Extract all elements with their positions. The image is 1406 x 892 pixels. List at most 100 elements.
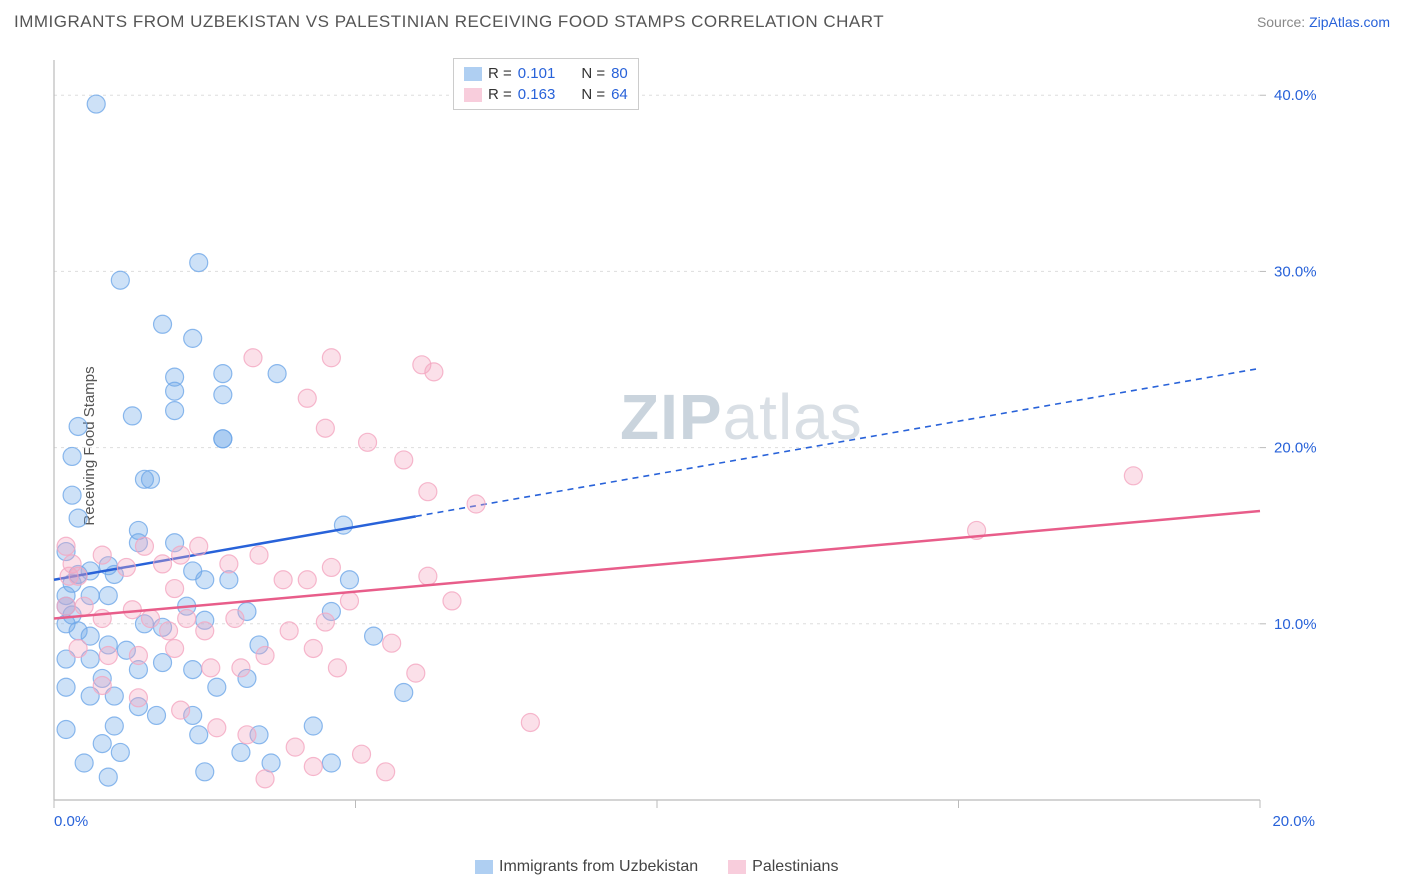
legend-swatch: [728, 860, 746, 874]
r-label: R =: [488, 65, 512, 82]
data-point: [99, 768, 117, 786]
data-point: [178, 610, 196, 628]
data-point: [419, 567, 437, 585]
n-value: 64: [611, 86, 628, 103]
r-value: 0.163: [518, 86, 556, 103]
chart-title: IMMIGRANTS FROM UZBEKISTAN VS PALESTINIA…: [14, 12, 884, 32]
data-point: [232, 659, 250, 677]
data-point: [244, 349, 262, 367]
data-point: [1124, 467, 1142, 485]
source-link[interactable]: ZipAtlas.com: [1309, 14, 1390, 30]
data-point: [359, 433, 377, 451]
data-point: [395, 451, 413, 469]
data-point: [141, 470, 159, 488]
data-point: [69, 509, 87, 527]
n-value: 80: [611, 65, 628, 82]
data-point: [93, 676, 111, 694]
data-point: [135, 537, 153, 555]
data-point: [274, 571, 292, 589]
data-point: [419, 483, 437, 501]
data-point: [232, 743, 250, 761]
data-point: [214, 365, 232, 383]
data-point: [93, 735, 111, 753]
data-point: [63, 447, 81, 465]
data-point: [111, 271, 129, 289]
source-attribution: Source: ZipAtlas.com: [1257, 14, 1390, 30]
data-point: [365, 627, 383, 645]
data-point: [467, 495, 485, 513]
data-point: [172, 546, 190, 564]
data-point: [280, 622, 298, 640]
data-point: [316, 419, 334, 437]
data-point: [238, 726, 256, 744]
data-point: [190, 726, 208, 744]
data-point: [353, 745, 371, 763]
data-point: [268, 365, 286, 383]
data-point: [298, 389, 316, 407]
data-point: [105, 717, 123, 735]
data-point: [69, 417, 87, 435]
data-point: [172, 701, 190, 719]
data-point: [166, 382, 184, 400]
data-point: [250, 546, 268, 564]
data-point: [208, 719, 226, 737]
data-point: [334, 516, 352, 534]
data-point: [129, 689, 147, 707]
data-point: [443, 592, 461, 610]
data-point: [123, 601, 141, 619]
data-point: [316, 613, 334, 631]
data-point: [123, 407, 141, 425]
data-point: [141, 610, 159, 628]
y-tick-label: 20.0%: [1274, 440, 1317, 457]
data-point: [69, 567, 87, 585]
series-legend: Immigrants from UzbekistanPalestinians: [475, 858, 838, 876]
legend-swatch: [475, 860, 493, 874]
r-label: R =: [488, 86, 512, 103]
data-point: [99, 587, 117, 605]
data-point: [328, 659, 346, 677]
data-point: [340, 571, 358, 589]
data-point: [57, 597, 75, 615]
data-point: [196, 763, 214, 781]
data-point: [383, 634, 401, 652]
data-point: [57, 721, 75, 739]
data-point: [75, 597, 93, 615]
data-point: [154, 555, 172, 573]
data-point: [93, 610, 111, 628]
legend-row: R = 0.101 N = 80: [464, 63, 628, 84]
data-point: [304, 758, 322, 776]
data-point: [298, 571, 316, 589]
data-point: [93, 546, 111, 564]
n-label: N =: [581, 86, 605, 103]
data-point: [377, 763, 395, 781]
legend-item: Palestinians: [728, 858, 838, 876]
data-point: [395, 684, 413, 702]
data-point: [202, 659, 220, 677]
data-point: [148, 706, 166, 724]
data-point: [322, 754, 340, 772]
data-point: [214, 430, 232, 448]
data-point: [304, 717, 322, 735]
data-point: [99, 647, 117, 665]
correlation-legend: R = 0.101 N = 80 R = 0.163 N = 64: [453, 58, 639, 110]
r-value: 0.101: [518, 65, 556, 82]
n-label: N =: [581, 65, 605, 82]
data-point: [117, 558, 135, 576]
data-point: [286, 738, 304, 756]
x-tick-label: 0.0%: [54, 813, 88, 830]
data-point: [196, 571, 214, 589]
data-point: [322, 558, 340, 576]
data-point: [111, 743, 129, 761]
legend-label: Palestinians: [752, 858, 838, 875]
data-point: [154, 654, 172, 672]
y-tick-label: 30.0%: [1274, 263, 1317, 280]
data-point: [57, 537, 75, 555]
data-point: [220, 555, 238, 573]
data-point: [340, 592, 358, 610]
data-point: [226, 610, 244, 628]
data-point: [256, 770, 274, 788]
data-point: [75, 754, 93, 772]
source-prefix: Source:: [1257, 14, 1309, 30]
data-point: [190, 254, 208, 272]
x-tick-label: 20.0%: [1272, 813, 1315, 830]
